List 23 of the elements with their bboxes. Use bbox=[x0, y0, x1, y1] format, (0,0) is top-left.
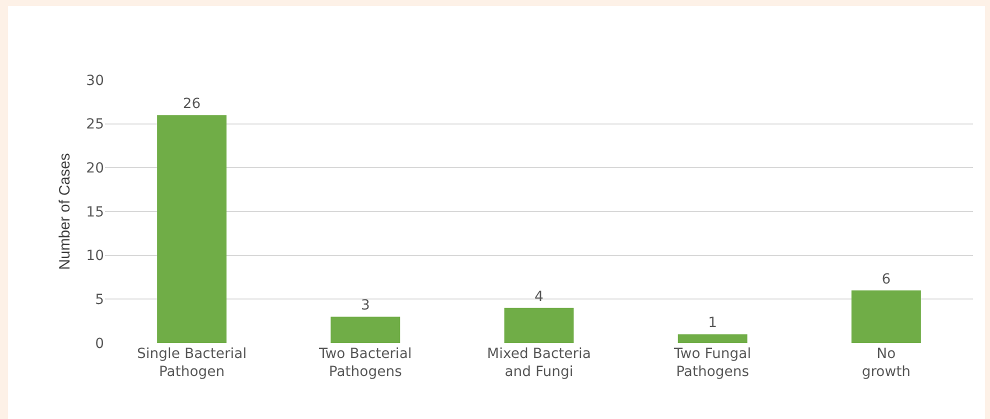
x-tick-label: Two Bacterial Pathogens bbox=[318, 346, 412, 380]
data-label: 4 bbox=[534, 288, 544, 305]
data-label: 1 bbox=[708, 315, 718, 332]
y-tick-label: 5 bbox=[95, 292, 104, 308]
y-tick-label: 25 bbox=[86, 116, 104, 133]
bar bbox=[678, 334, 748, 343]
x-tick-label: No growth bbox=[862, 346, 911, 380]
bar bbox=[330, 316, 400, 343]
data-label: 6 bbox=[882, 271, 891, 288]
y-tick-label: 20 bbox=[86, 160, 104, 177]
data-label: 26 bbox=[182, 96, 201, 112]
bar bbox=[851, 290, 921, 343]
x-tick-label: Two Fungal Pathogens bbox=[673, 346, 752, 380]
x-tick-label: Mixed Bacteria and Fungi bbox=[487, 346, 591, 380]
y-tick-label: 0 bbox=[95, 336, 104, 352]
data-label: 3 bbox=[360, 298, 370, 314]
y-axis-title: Number of Cases bbox=[56, 153, 74, 270]
y-tick-label: 15 bbox=[86, 204, 104, 220]
bar bbox=[157, 115, 227, 343]
y-tick-label: 10 bbox=[86, 248, 104, 264]
bar bbox=[504, 308, 574, 343]
y-tick-label: 30 bbox=[86, 72, 104, 89]
x-tick-label: Single Bacterial Pathogen bbox=[137, 346, 247, 380]
